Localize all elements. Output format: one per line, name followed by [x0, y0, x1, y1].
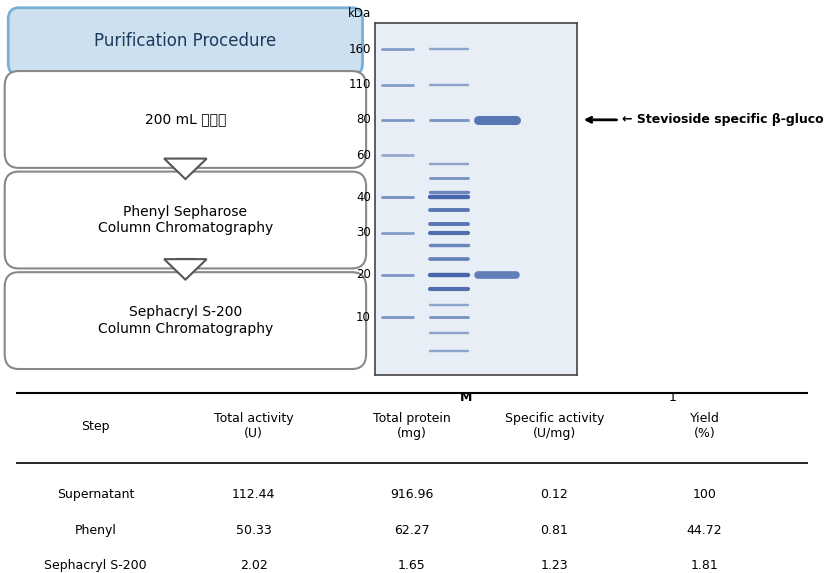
Text: 80: 80	[356, 113, 371, 126]
Text: Sephacryl S-200: Sephacryl S-200	[44, 559, 147, 572]
Text: 50.33: 50.33	[236, 524, 272, 537]
Text: 60: 60	[356, 148, 371, 162]
Polygon shape	[164, 159, 207, 179]
Text: 0.12: 0.12	[541, 488, 569, 501]
Text: 20: 20	[356, 268, 371, 281]
Text: 40: 40	[356, 191, 371, 204]
Text: Yield
(%): Yield (%)	[690, 413, 719, 440]
Text: 160: 160	[349, 43, 371, 56]
Text: 1.23: 1.23	[541, 559, 569, 572]
Text: 30: 30	[356, 226, 371, 239]
FancyBboxPatch shape	[176, 259, 194, 261]
Text: 62.27: 62.27	[394, 524, 430, 537]
FancyBboxPatch shape	[5, 71, 366, 168]
Text: 44.72: 44.72	[687, 524, 723, 537]
Text: 916.96: 916.96	[391, 488, 433, 501]
Text: 0.81: 0.81	[541, 524, 569, 537]
Text: Specific activity
(U/mg): Specific activity (U/mg)	[504, 413, 604, 440]
Text: 200 mL 효소액: 200 mL 효소액	[145, 112, 226, 127]
Text: kDa: kDa	[348, 7, 371, 20]
Polygon shape	[164, 259, 207, 280]
Text: M: M	[460, 391, 472, 404]
FancyBboxPatch shape	[8, 8, 363, 75]
Text: 110: 110	[349, 78, 371, 91]
FancyBboxPatch shape	[5, 172, 366, 268]
Text: Step: Step	[82, 420, 110, 433]
Text: 1: 1	[669, 391, 677, 404]
Text: Phenyl Sepharose
Column Chromatography: Phenyl Sepharose Column Chromatography	[98, 205, 273, 235]
Text: 112.44: 112.44	[232, 488, 275, 501]
Text: Supernatant: Supernatant	[57, 488, 134, 501]
Text: 1.65: 1.65	[398, 559, 426, 572]
FancyBboxPatch shape	[176, 159, 194, 160]
Text: 1.81: 1.81	[691, 559, 719, 572]
Text: Total activity
(U): Total activity (U)	[214, 413, 293, 440]
Text: Total protein
(mg): Total protein (mg)	[373, 413, 451, 440]
FancyBboxPatch shape	[5, 272, 366, 369]
Text: 2.02: 2.02	[240, 559, 268, 572]
Text: 10: 10	[356, 311, 371, 324]
Text: 100: 100	[693, 488, 717, 501]
Text: Phenyl: Phenyl	[75, 524, 116, 537]
Text: Purification Procedure: Purification Procedure	[94, 32, 277, 50]
Text: Sephacryl S-200
Column Chromatography: Sephacryl S-200 Column Chromatography	[98, 305, 273, 336]
Text: ← Stevioside specific β-glucosidase: ← Stevioside specific β-glucosidase	[587, 113, 824, 126]
